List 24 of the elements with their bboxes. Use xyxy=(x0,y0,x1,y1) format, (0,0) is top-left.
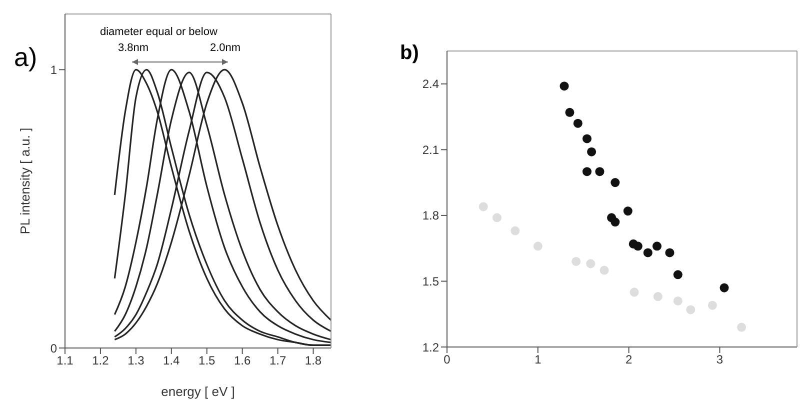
y-axis-title: PL intensity [ a.u. ] xyxy=(18,128,33,234)
y-tick-label: 1.8 xyxy=(422,208,440,223)
x-tick-label: 1.1 xyxy=(56,354,74,368)
chart-title: b) xyxy=(400,42,419,65)
x-tick-label: 1.4 xyxy=(163,354,180,368)
x-tick-label: 1.7 xyxy=(269,354,286,368)
x-tick-label: 1.3 xyxy=(128,354,145,368)
text: a) xyxy=(14,42,38,73)
annotation: diameter equal or below xyxy=(100,26,218,38)
annotation: 2.0nm xyxy=(210,42,241,54)
x-tick-label: 2 xyxy=(625,352,632,367)
x-tick-label: 1.5 xyxy=(198,354,216,368)
x-tick-label: 1.8 xyxy=(304,354,322,368)
x-axis-title: energy [ eV ] xyxy=(161,384,235,399)
y-tick-label: 2.1 xyxy=(422,142,440,157)
y-tick-label: 2.4 xyxy=(422,77,440,92)
x-tick-label: 0 xyxy=(444,352,451,367)
x-tick-label: 1.6 xyxy=(234,354,251,368)
x-tick-label: 3 xyxy=(716,352,724,367)
annotation: 3.8nm xyxy=(118,42,149,54)
y-tick-label: 1.5 xyxy=(422,274,440,288)
x-tick-label: 1 xyxy=(534,352,542,367)
x-tick-label: 1.2 xyxy=(92,354,110,368)
y-tick-label: 1.2 xyxy=(422,340,440,354)
